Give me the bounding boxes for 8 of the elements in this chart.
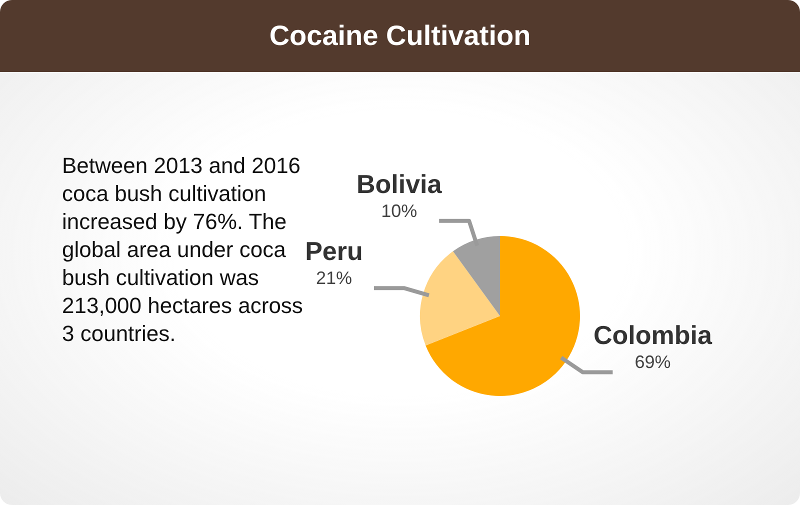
slice-label: Bolivia: [356, 168, 442, 199]
data-label: 10%: [381, 200, 418, 221]
data-label: 21%: [316, 268, 352, 288]
data-label: 69%: [634, 352, 671, 372]
text: Between 2013 and 2016 coca bush cultivation increased by 76%. The global area under coca bush cultivation was 213,000 hectares across 3 countries.: [62, 153, 303, 346]
slice-label: Peru: [305, 236, 363, 266]
chart-title: Cocaine Cultivation: [0, 0, 800, 72]
slice-label: Colombia: [593, 320, 712, 350]
